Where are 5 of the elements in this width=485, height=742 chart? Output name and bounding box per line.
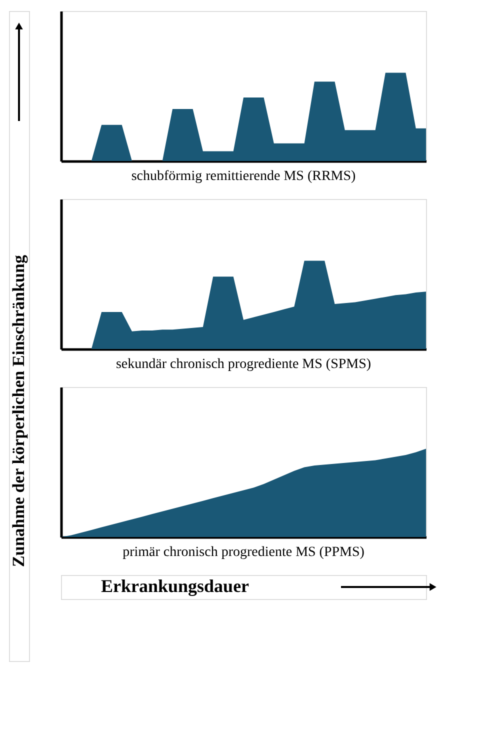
- y-axis-title: Zunahme der körperlichen Einschränkung: [9, 254, 28, 567]
- text: primär chronisch progrediente MS (PPMS): [122, 545, 365, 560]
- text: schubförmig remittierende MS (RRMS): [131, 169, 356, 184]
- x-axis-title: Erkrankungsdauer: [101, 576, 250, 596]
- text: sekundär chronisch progrediente MS (SPMS): [116, 357, 372, 372]
